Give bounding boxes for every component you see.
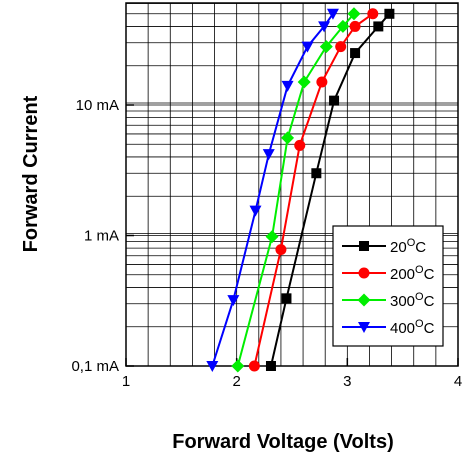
data-point	[249, 205, 262, 217]
data-point	[326, 8, 339, 20]
x-axis-label: Forward Voltage (Volts)	[172, 431, 394, 453]
data-point	[316, 76, 328, 88]
x-tick-label: 2	[232, 373, 240, 390]
y-tick-label: 10 mA	[76, 97, 119, 114]
axis-ticks: 1 2 3 4 0,1 mA 1 mA 10 mA	[71, 97, 462, 390]
data-point	[281, 131, 295, 145]
x-tick-label: 4	[454, 373, 462, 390]
data-point	[206, 361, 219, 372]
plot-frame	[125, 2, 459, 367]
data-point	[349, 20, 361, 32]
series-group	[206, 7, 395, 373]
legend-label: 20OC	[390, 237, 426, 256]
series-2	[231, 7, 361, 373]
y-tick-label: 1 mA	[84, 228, 119, 245]
data-point	[262, 149, 275, 161]
legend-entry: 300OC	[342, 291, 435, 310]
legend-marker	[358, 322, 370, 333]
legend-label: 400OC	[390, 318, 435, 337]
legend-entry: 200OC	[342, 264, 435, 283]
series-0	[265, 8, 395, 371]
data-point	[319, 40, 333, 54]
legend: 20OC 200OC 300OC 400OC	[332, 225, 444, 347]
data-point	[297, 75, 311, 89]
data-point	[275, 244, 287, 256]
data-point	[347, 7, 361, 21]
data-point	[281, 293, 292, 304]
series-line	[211, 13, 334, 367]
data-point	[265, 230, 279, 244]
legend-marker	[358, 267, 370, 279]
data-point	[294, 139, 306, 151]
data-point	[367, 8, 379, 20]
legend-marker	[357, 293, 371, 307]
x-tick-label: 1	[122, 373, 130, 390]
data-point	[311, 168, 322, 179]
series-1	[248, 8, 379, 372]
data-point	[335, 41, 347, 53]
data-point	[384, 8, 395, 19]
data-point	[265, 361, 276, 371]
data-point	[373, 21, 384, 32]
y-axis-label: Forward Current	[20, 95, 42, 252]
legend-entry: 20OC	[342, 237, 426, 256]
legend-label: 300OC	[390, 291, 435, 310]
data-point	[281, 80, 294, 92]
data-point	[248, 360, 260, 372]
data-point	[329, 95, 340, 106]
y-tick-label: 0,1 mA	[71, 358, 119, 375]
data-point	[350, 48, 361, 59]
data-point	[336, 19, 350, 33]
legend-marker	[359, 241, 369, 251]
data-point	[318, 21, 331, 33]
x-tick-label: 3	[343, 373, 351, 390]
data-point	[231, 359, 245, 373]
legend-label: 200OC	[390, 264, 435, 283]
data-point	[301, 41, 314, 53]
series-3	[206, 8, 339, 372]
data-point	[227, 295, 240, 307]
legend-entry: 400OC	[342, 318, 435, 337]
